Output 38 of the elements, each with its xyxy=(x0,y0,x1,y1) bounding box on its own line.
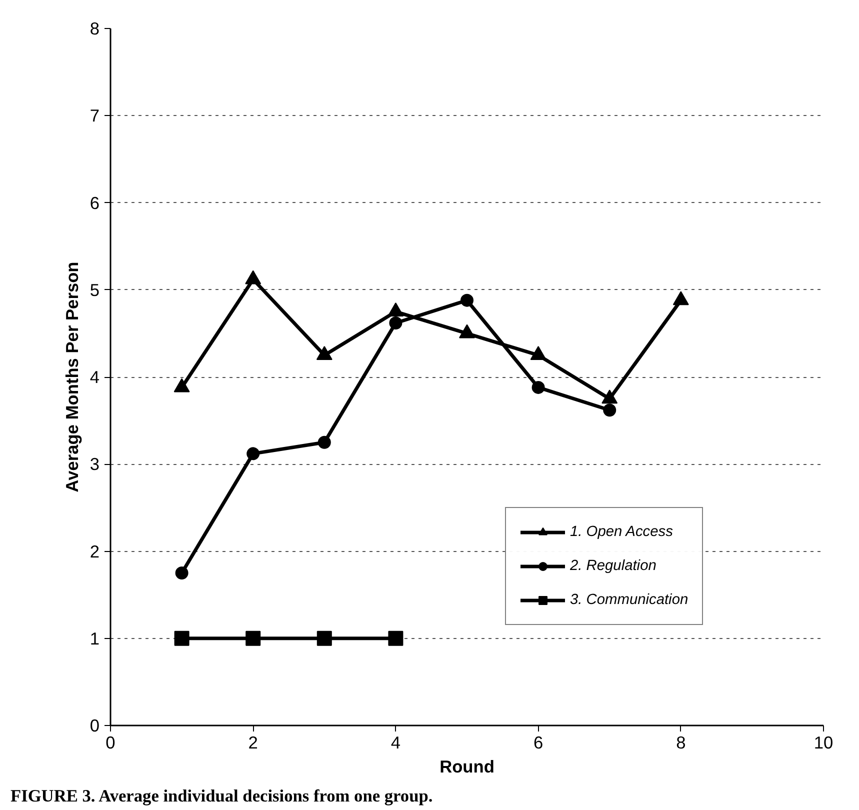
point xyxy=(530,346,546,360)
y-tick-label: 7 xyxy=(90,106,100,126)
point xyxy=(316,630,332,646)
point xyxy=(459,324,475,338)
y-tick-label: 1 xyxy=(90,628,100,648)
caption: FIGURE 3. Average individual decisions from one group. xyxy=(10,786,433,806)
x-axis-title: Round xyxy=(440,756,494,776)
point xyxy=(388,302,404,316)
point xyxy=(318,436,331,449)
y-tick-label: 4 xyxy=(90,367,100,387)
x-tick-label: 2 xyxy=(248,732,258,752)
x-tick-label: 0 xyxy=(106,732,116,752)
legend-label: 3. Communication xyxy=(570,592,688,608)
point xyxy=(174,378,190,392)
point xyxy=(316,346,332,360)
y-tick-label: 8 xyxy=(90,18,100,38)
legend-label: 1. Open Access xyxy=(570,524,673,540)
x-tick-label: 8 xyxy=(676,732,686,752)
point xyxy=(174,630,190,646)
point xyxy=(245,270,262,284)
legend-label: 2. Regulation xyxy=(570,558,656,574)
point xyxy=(602,390,618,404)
point xyxy=(388,630,404,646)
point xyxy=(603,404,616,417)
y-tick-label: 6 xyxy=(90,192,100,213)
y-tick-label: 0 xyxy=(90,716,100,736)
point xyxy=(175,566,188,580)
x-tick-label: 6 xyxy=(533,732,544,752)
y-tick-label: 2 xyxy=(90,541,100,562)
x-tick-label: 10 xyxy=(814,732,834,752)
point xyxy=(672,291,689,306)
y-axis-title: Average Months Per Person xyxy=(62,262,82,492)
x-tick-label: 4 xyxy=(390,732,401,752)
point xyxy=(532,380,545,394)
y-tick-label: 5 xyxy=(90,280,100,300)
point xyxy=(246,447,260,460)
point xyxy=(246,630,261,646)
y-tick-label: 3 xyxy=(90,454,100,474)
